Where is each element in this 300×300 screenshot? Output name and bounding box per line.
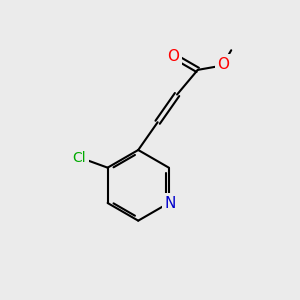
Text: Cl: Cl	[72, 151, 86, 165]
Text: O: O	[218, 57, 230, 72]
Text: O: O	[167, 49, 179, 64]
Text: N: N	[164, 196, 176, 211]
